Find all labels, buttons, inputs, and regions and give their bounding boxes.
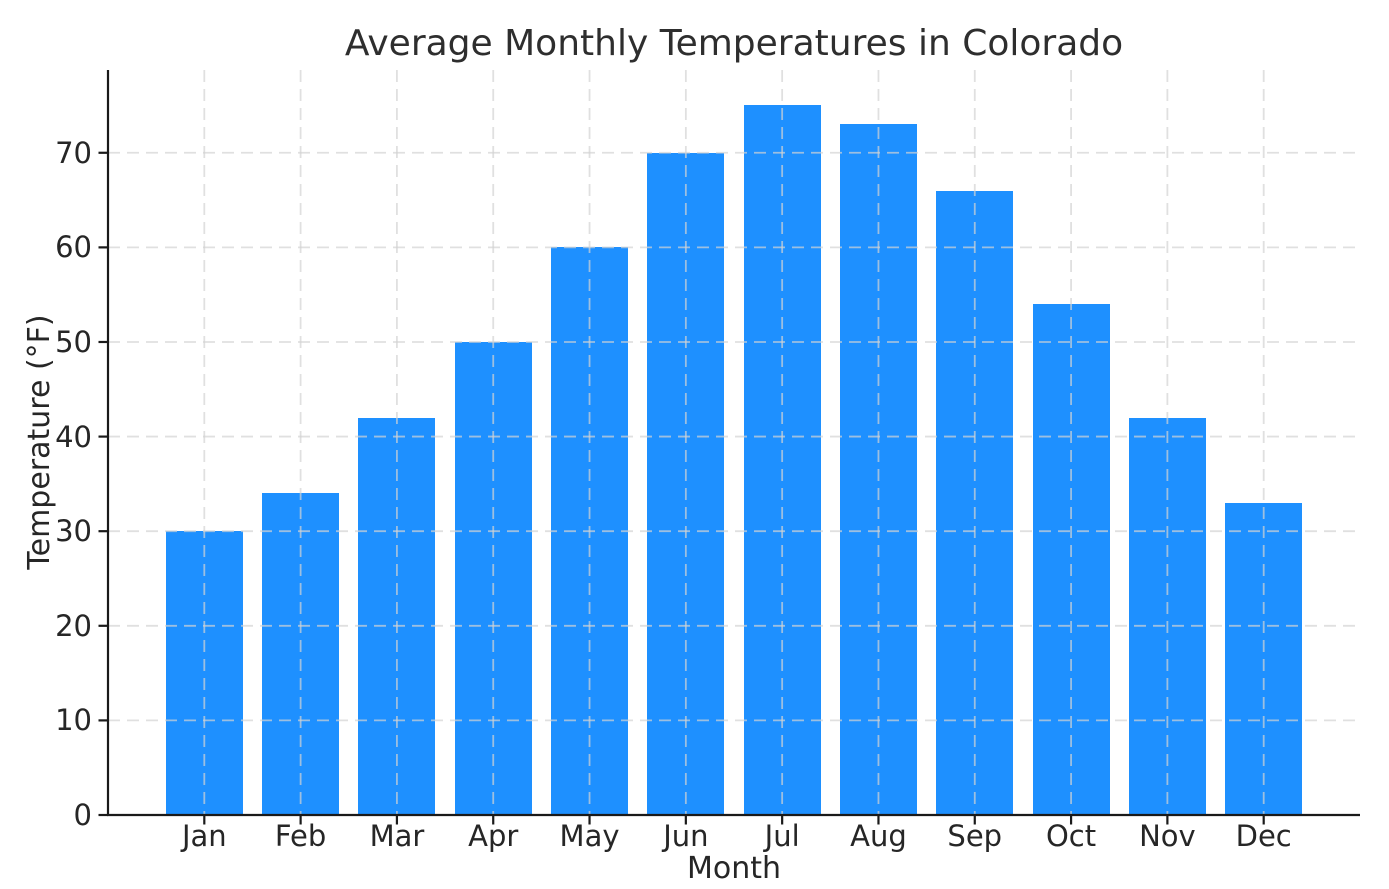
bar-oct [1032, 304, 1110, 815]
x-tick-label-apr: Apr [468, 819, 519, 853]
bar-may [551, 247, 629, 815]
y-tick-label-30: 30 [55, 514, 92, 549]
x-tick-label-nov: Nov [1139, 819, 1196, 853]
x-tick-label-dec: Dec [1235, 819, 1292, 853]
x-axis-label: Month [686, 851, 782, 886]
chart-title: Average Monthly Temperatures in Colorado [344, 23, 1124, 64]
y-tick-label-60: 60 [55, 230, 92, 265]
x-tick-label-mar: Mar [369, 819, 425, 853]
bar-aug [839, 124, 917, 815]
y-tick-label-0: 0 [73, 798, 92, 832]
x-tick-label-sep: Sep [947, 819, 1003, 853]
y-tick-label-40: 40 [55, 419, 92, 454]
bar-sep [936, 190, 1014, 815]
bar-nov [1128, 417, 1206, 815]
x-tick-label-aug: Aug [850, 819, 907, 853]
bar-apr [454, 341, 532, 815]
y-tick-label-70: 70 [55, 135, 92, 170]
x-tick-label-oct: Oct [1045, 819, 1097, 853]
bar-jul [743, 105, 821, 815]
x-tick-label-jan: Jan [181, 819, 227, 853]
bar-mar [358, 417, 436, 815]
x-tick-label-jun: Jun [663, 819, 709, 853]
x-tick-label-may: May [559, 819, 620, 853]
bar-dec [1225, 502, 1303, 815]
bar-jan [165, 531, 243, 815]
x-tick-label-feb: Feb [274, 819, 327, 853]
bar-jun [647, 152, 725, 815]
y-tick-label-10: 10 [55, 703, 92, 738]
y-tick-label-50: 50 [55, 324, 92, 359]
bar-feb [262, 493, 340, 815]
x-tick-label-jul: Jul [764, 819, 800, 853]
y-tick-label-20: 20 [55, 608, 92, 643]
